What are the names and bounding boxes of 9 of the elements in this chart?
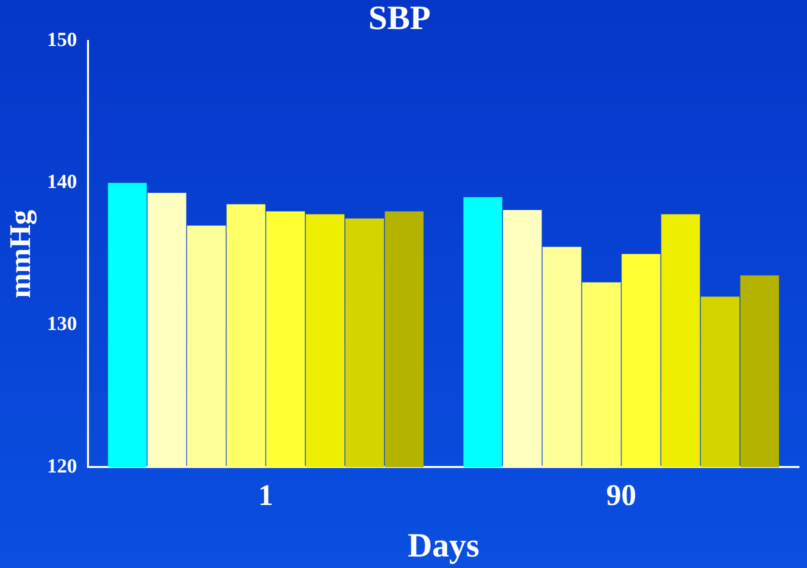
y-tick-label: 150: [47, 28, 77, 51]
chart-title: SBP: [368, 0, 431, 38]
x-axis-title: Days: [408, 527, 480, 564]
y-axis-title: mmHg: [4, 210, 37, 298]
x-tick-label: 1: [258, 478, 274, 512]
y-tick-label: 130: [47, 313, 77, 336]
y-tick-label: 140: [47, 171, 77, 194]
x-tick-label: 90: [606, 478, 636, 512]
y-tick-label: 120: [47, 455, 77, 478]
